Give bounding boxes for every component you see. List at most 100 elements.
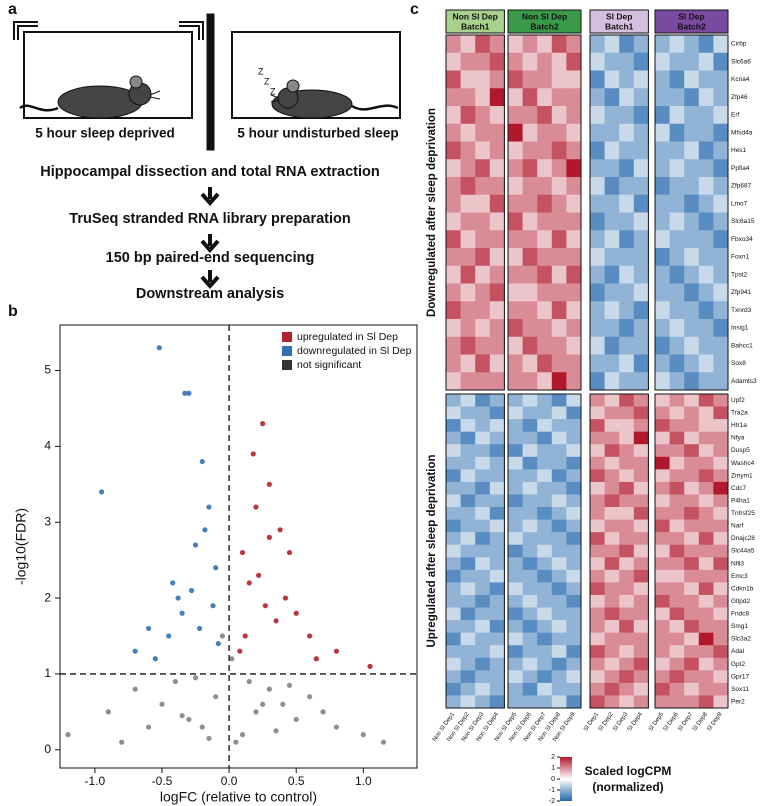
heatmap-cell xyxy=(489,406,505,420)
y-axis-label: -log10(FDR) xyxy=(13,508,29,585)
heatmap-cell xyxy=(713,607,729,621)
heatmap-cell xyxy=(489,695,505,709)
point xyxy=(219,633,225,639)
heatmap-cell xyxy=(446,670,461,684)
point xyxy=(170,580,176,586)
point xyxy=(380,739,387,745)
heatmap-cell xyxy=(460,419,476,432)
snore: Z xyxy=(258,66,264,76)
heatmap-cell xyxy=(698,336,714,355)
heatmap-cell xyxy=(489,419,505,432)
heatmap-cell xyxy=(655,645,670,659)
legend-swatch xyxy=(282,332,292,342)
heatmap-cell xyxy=(460,123,476,142)
heatmap-cell xyxy=(508,159,523,178)
heatmap-cell xyxy=(522,141,538,160)
heatmap-cell xyxy=(698,394,714,407)
heatmap-cell xyxy=(684,230,700,249)
gene-label: P4ha1 xyxy=(731,497,750,504)
heatmap-cell xyxy=(537,372,553,391)
point xyxy=(293,610,299,616)
heatmap-cell xyxy=(604,230,620,249)
heatmap-cell xyxy=(619,657,635,671)
heatmap-cell xyxy=(684,632,700,646)
heatmap-cell xyxy=(655,481,670,495)
heatmap-cell xyxy=(633,557,649,571)
gene-label: Tra2a xyxy=(731,410,748,417)
heatmap-cell xyxy=(475,419,491,432)
heatmap-cell xyxy=(619,354,635,373)
heatmap-cell xyxy=(698,52,714,71)
heatmap-cell xyxy=(489,283,505,302)
heatmap-cell xyxy=(537,494,553,508)
heatmap-cell xyxy=(684,431,700,445)
heatmap-cell xyxy=(566,670,582,684)
heatmap-cell xyxy=(522,645,538,659)
heatmap-cell xyxy=(460,481,476,495)
heatmap-cell xyxy=(446,431,461,445)
heatmap-cell xyxy=(698,194,714,213)
heatmap-cell xyxy=(669,212,685,231)
heatmap-cell xyxy=(590,582,605,596)
heatmap-cell xyxy=(522,507,538,520)
point xyxy=(215,640,221,647)
heatmap-cell xyxy=(669,406,685,420)
point xyxy=(145,625,152,632)
heatmap-cell xyxy=(713,70,729,89)
gene-label: Hes1 xyxy=(731,147,747,154)
group-batch: Batch2 xyxy=(530,21,559,31)
heatmap-cell xyxy=(522,248,538,267)
heatmap-cell xyxy=(713,544,729,558)
heatmap-cell xyxy=(604,456,620,470)
heatmap-cell xyxy=(566,456,582,470)
heatmap-cell xyxy=(446,456,461,470)
heatmap-cell xyxy=(619,557,635,571)
heatmap-cell xyxy=(566,557,582,571)
heatmap-cell xyxy=(633,141,649,160)
heatmap-cell xyxy=(460,372,476,391)
heatmap-cell xyxy=(619,88,635,107)
heatmap-cell xyxy=(551,431,567,445)
heatmap-cell xyxy=(619,632,635,646)
heatmap-cell xyxy=(633,645,649,659)
heatmap-cell xyxy=(460,569,476,583)
point xyxy=(199,724,205,730)
gene-label: Fndc8 xyxy=(731,611,749,618)
heatmap-cell xyxy=(698,230,714,249)
heatmap-cell xyxy=(698,354,714,373)
heatmap-cell xyxy=(475,507,491,520)
heatmap-cell xyxy=(475,283,491,302)
heatmap-cell xyxy=(619,265,635,284)
heatmap-cell xyxy=(633,194,649,213)
heatmap-cell xyxy=(551,469,567,483)
heatmap-cell xyxy=(537,265,553,284)
point xyxy=(260,701,266,707)
point xyxy=(192,542,199,548)
heatmap-cell xyxy=(489,301,505,320)
heatmap-cell xyxy=(566,283,582,302)
gene-label: Txnrd3 xyxy=(731,307,752,314)
heatmap-cell xyxy=(566,607,582,621)
workflow-illustration xyxy=(13,13,401,290)
heatmap-cell xyxy=(508,319,523,338)
heatmap-cell xyxy=(537,682,553,696)
heatmap-cell xyxy=(713,481,729,495)
point xyxy=(280,701,286,707)
point xyxy=(105,709,111,715)
heatmap-cell xyxy=(684,507,700,520)
heatmap-cell xyxy=(446,372,461,391)
heatmap-cell xyxy=(713,620,729,633)
heatmap-cell xyxy=(604,394,620,407)
heatmap-cell xyxy=(460,607,476,621)
heatmap-cell xyxy=(566,106,582,125)
heatmap-cell xyxy=(522,106,538,125)
heatmap-cell xyxy=(604,283,620,302)
heatmap-cell xyxy=(655,494,670,508)
heatmap-cell xyxy=(713,670,729,684)
heatmap-cell xyxy=(537,456,553,470)
heatmap-cell xyxy=(669,594,685,608)
heatmap-cell xyxy=(446,695,461,709)
heatmap-cell xyxy=(684,569,700,583)
heatmap-cell xyxy=(713,301,729,320)
heatmap-cell xyxy=(619,35,635,54)
